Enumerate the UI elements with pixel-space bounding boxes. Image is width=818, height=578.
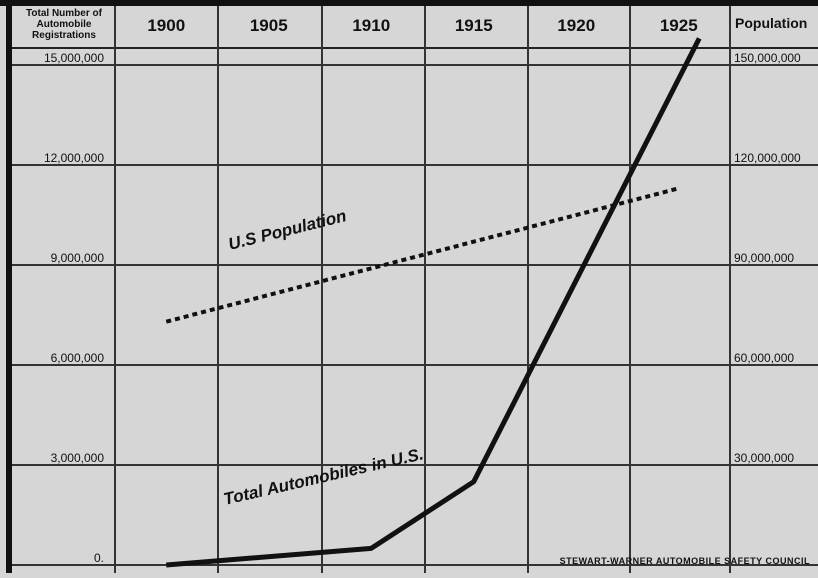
- y-tick-label: 15,000,000: [44, 51, 104, 65]
- y2-tick-label: 120,000,000: [734, 151, 801, 165]
- y-tick-label: 0.: [94, 551, 104, 565]
- background: [0, 0, 818, 573]
- y2-tick-label: 60,000,000: [734, 351, 794, 365]
- y2-tick-label: 30,000,000: [734, 451, 794, 465]
- y2-tick-label: 90,000,000: [734, 251, 794, 265]
- x-tick-label: 1920: [557, 16, 595, 35]
- x-tick-label: 1900: [147, 16, 185, 35]
- y-tick-label: 3,000,000: [51, 451, 105, 465]
- y-tick-label: 9,000,000: [51, 251, 105, 265]
- x-tick-label: 1915: [455, 16, 493, 35]
- y2-axis-title: Population: [735, 15, 807, 31]
- x-tick-label: 1905: [250, 16, 288, 35]
- y-axis-title: Total Number of Automobile Registrations: [14, 8, 114, 41]
- top-border: [0, 0, 818, 6]
- x-tick-label: 1925: [660, 16, 698, 35]
- x-tick-label: 1910: [352, 16, 390, 35]
- y-tick-label: 12,000,000: [44, 151, 104, 165]
- left-border: [6, 0, 12, 573]
- y-axis-title-box: Total Number of Automobile Registrations: [14, 8, 114, 54]
- chart: Total Number of Automobile Registrations…: [0, 0, 818, 573]
- y-tick-label: 6,000,000: [51, 351, 105, 365]
- y2-tick-label: 150,000,000: [734, 51, 801, 65]
